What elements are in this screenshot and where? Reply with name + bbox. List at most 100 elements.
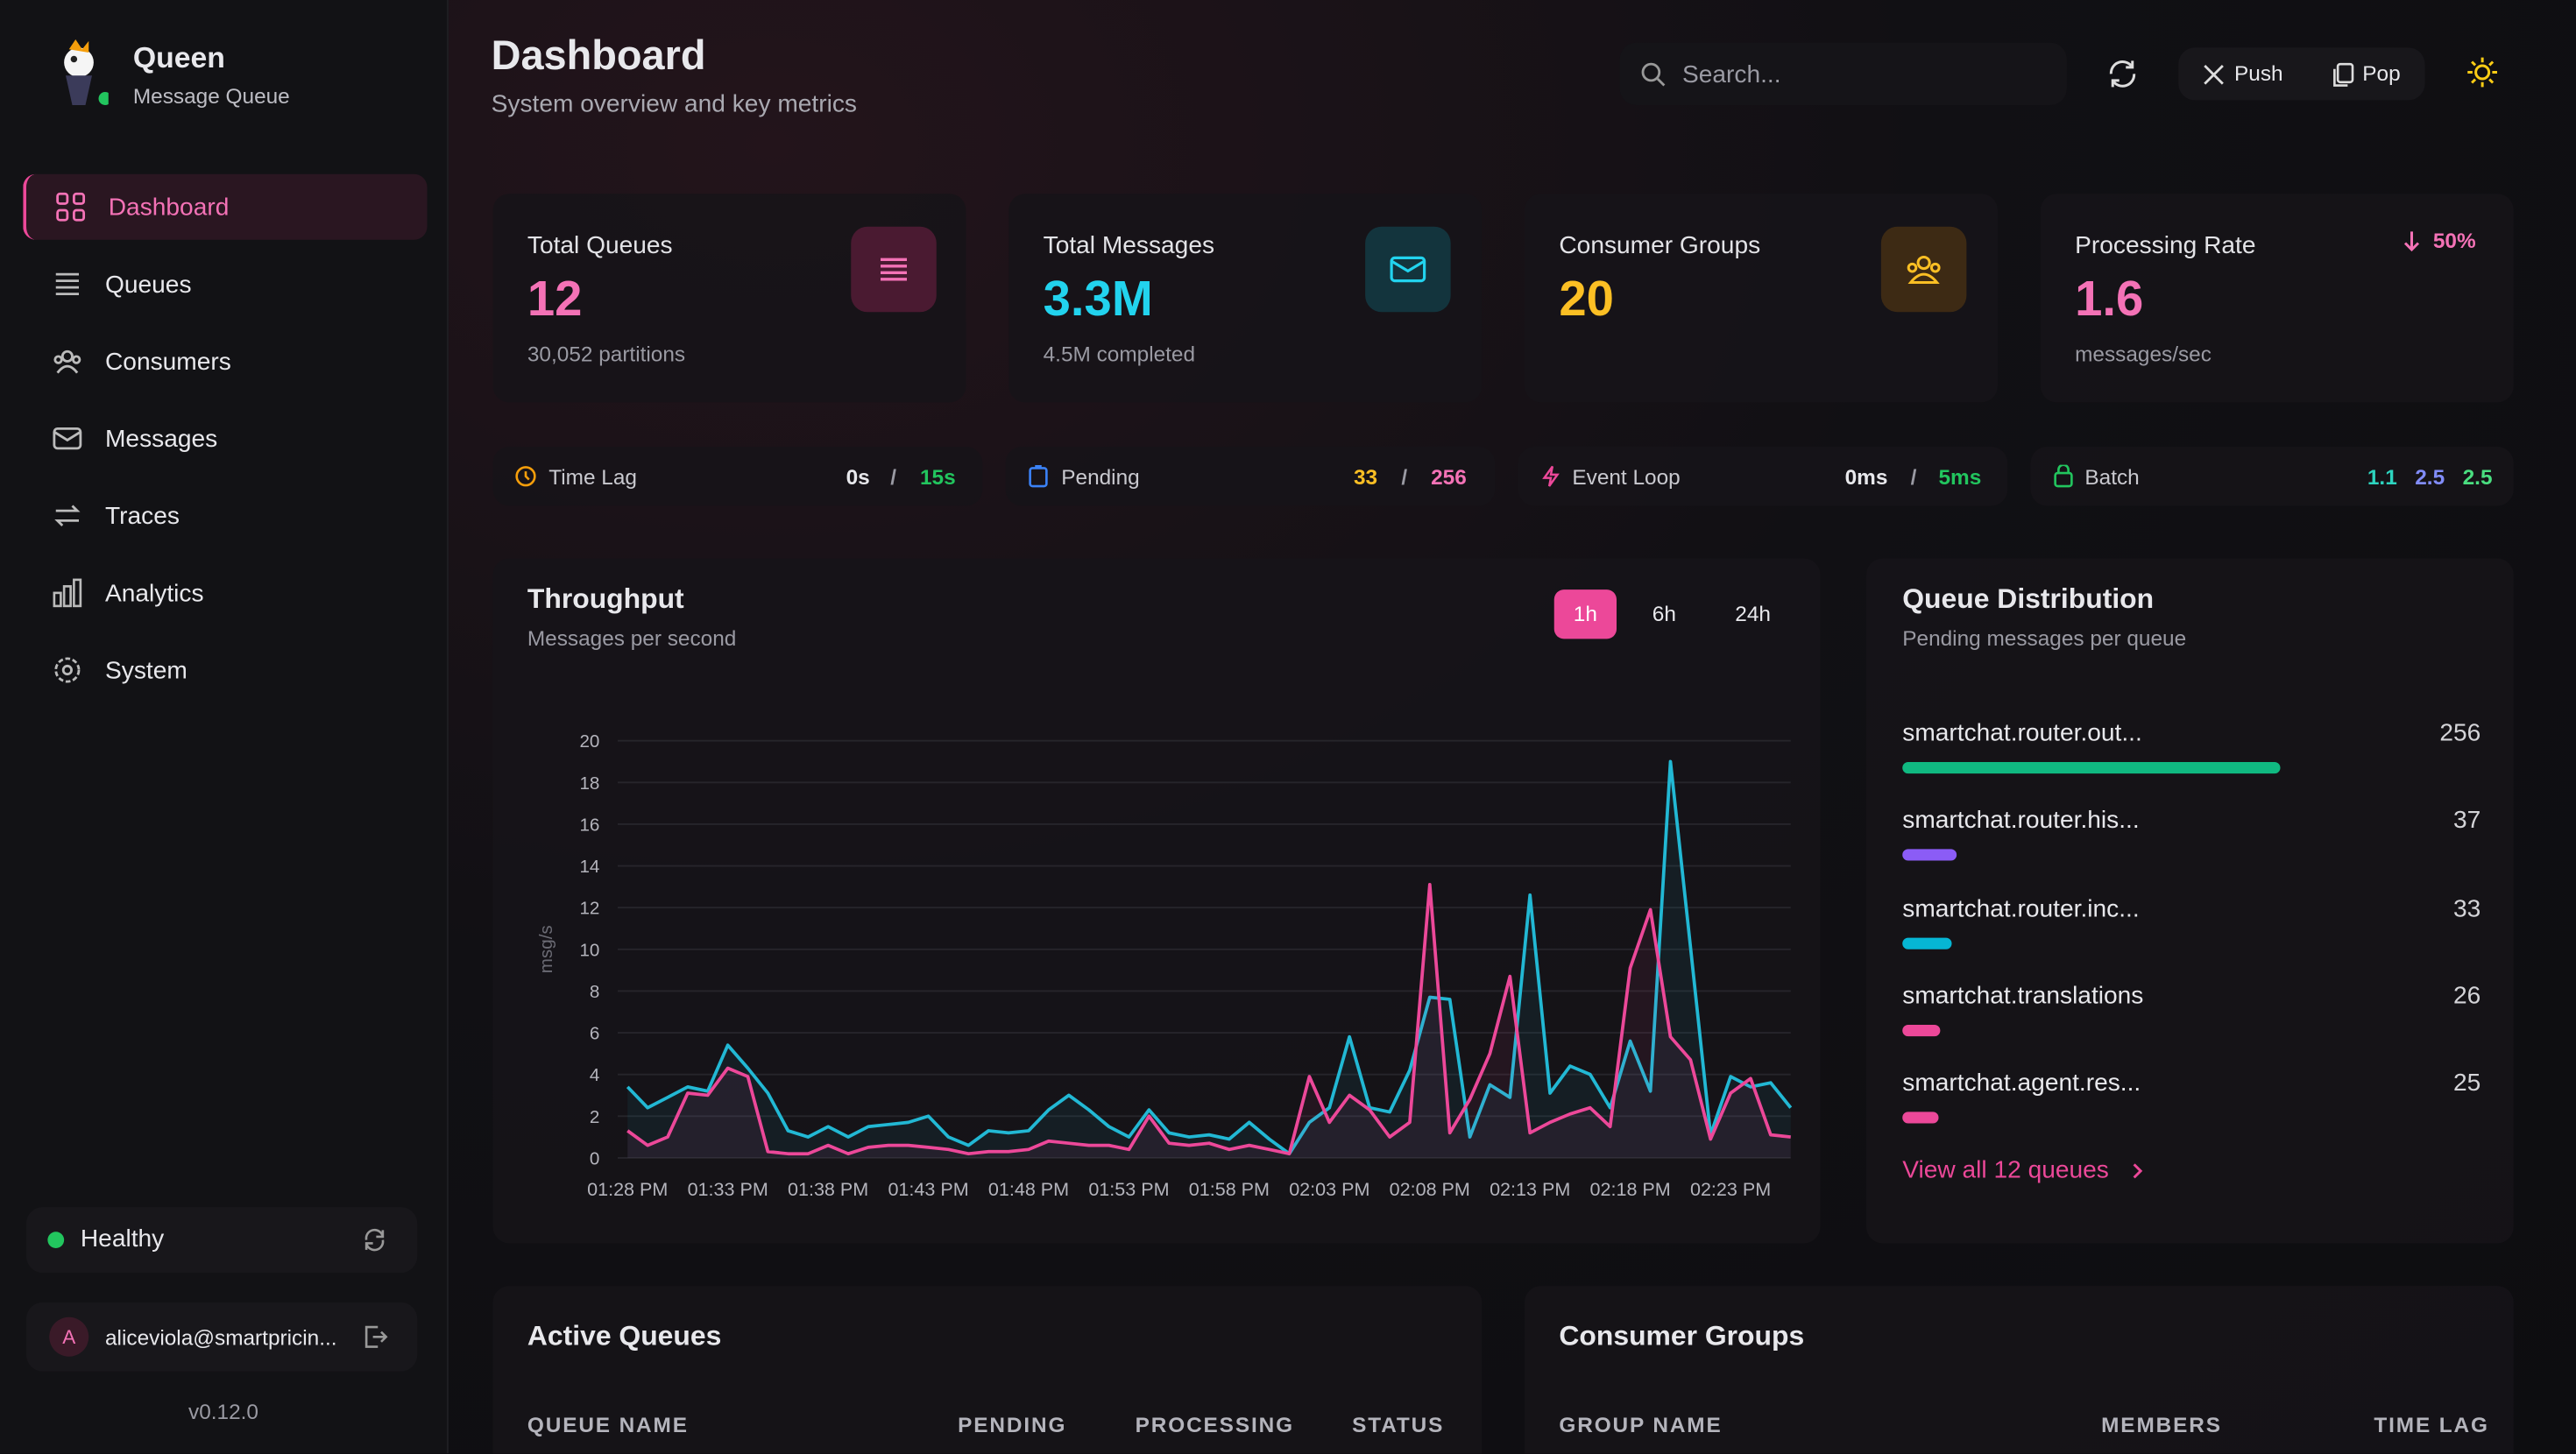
queue-count: 33 bbox=[2452, 894, 2481, 922]
nav-label: Analytics bbox=[105, 578, 204, 607]
metric-value: 2.5 bbox=[2462, 464, 2493, 490]
column-header: QUEUE NAME bbox=[527, 1412, 689, 1437]
nav-label: Queues bbox=[105, 270, 192, 299]
nav-label: Traces bbox=[105, 501, 180, 530]
logo bbox=[64, 39, 109, 105]
metric-value: 2.5 bbox=[2415, 464, 2445, 490]
x-tick-label: 01:33 PM bbox=[688, 1178, 768, 1200]
nav-icon bbox=[54, 657, 81, 683]
nav-item[interactable]: Messages bbox=[23, 406, 424, 471]
range-button[interactable]: 24h bbox=[1735, 601, 1771, 626]
sidebar: Queen Message Queue Dashboard Queues Con… bbox=[0, 0, 449, 1454]
metric-label: Event Loop bbox=[1572, 464, 1681, 490]
metric-separator: / bbox=[1401, 464, 1408, 490]
metric: Batch 1.1 2.5 2.5 bbox=[2030, 447, 2514, 506]
y-tick-label: 8 bbox=[590, 982, 599, 1002]
metric-label: Pending bbox=[1061, 464, 1140, 490]
column-header: STATUS bbox=[1352, 1412, 1445, 1437]
stat-card: Processing Rate 1.6 messages/sec 50% bbox=[2040, 194, 2514, 403]
metric: Event Loop 0ms / 5ms bbox=[1518, 447, 2008, 506]
health-dot bbox=[47, 1232, 65, 1248]
stat-label: Total Messages bbox=[1043, 231, 1215, 260]
distribution-list: smartchat.router.out... 256 smartchat.rout… bbox=[1866, 559, 2514, 1244]
y-axis-label: msg/s bbox=[536, 925, 556, 973]
stat-note: 4.5M completed bbox=[1043, 342, 1196, 367]
nav-item[interactable]: Queues bbox=[23, 251, 424, 317]
chevron bbox=[2133, 1163, 2143, 1179]
queue-bar bbox=[1902, 849, 1957, 862]
distribution-subtitle: Pending messages per queue bbox=[1902, 625, 2187, 651]
y-tick-label: 14 bbox=[579, 857, 599, 877]
stat-value: 12 bbox=[527, 272, 583, 328]
queue-name: smartchat.router.his... bbox=[1902, 807, 2140, 836]
x-tick-label: 01:58 PM bbox=[1189, 1178, 1270, 1200]
view-all-link[interactable]: View all 12 queues bbox=[1902, 1156, 2109, 1184]
nav-item[interactable]: Dashboard bbox=[23, 173, 428, 240]
x-tick-label: 01:53 PM bbox=[1088, 1178, 1169, 1200]
y-tick-label: 18 bbox=[579, 773, 599, 794]
version: v0.12.0 bbox=[188, 1399, 258, 1424]
stat-icon bbox=[1880, 226, 1967, 313]
range-button[interactable]: 6h bbox=[1652, 601, 1676, 626]
metric-value: 256 bbox=[1431, 464, 1467, 490]
queue-bar bbox=[1902, 1112, 1940, 1124]
chart-title: Throughput bbox=[527, 582, 684, 615]
range-button[interactable]: 1h bbox=[1553, 589, 1617, 639]
refresh-button[interactable] bbox=[2106, 58, 2140, 91]
stat-icon bbox=[851, 226, 937, 313]
logout-icon[interactable] bbox=[362, 1323, 388, 1350]
stat-value: 1.6 bbox=[2075, 272, 2144, 328]
nav-label: Dashboard bbox=[108, 193, 230, 222]
nav-icon bbox=[54, 505, 81, 526]
consumer-groups-card: Consumer Groups GROUP NAME MEMBERS TIME … bbox=[1525, 1286, 2514, 1454]
queue-count: 256 bbox=[2439, 719, 2481, 748]
queue-name: smartchat.router.inc... bbox=[1902, 894, 2140, 922]
metric-value: 15s bbox=[920, 464, 956, 490]
avatar: A bbox=[49, 1316, 89, 1357]
search-box[interactable]: Search... bbox=[1619, 42, 2067, 105]
queue-bar bbox=[1902, 762, 2281, 774]
column-header: MEMBERS bbox=[2101, 1412, 2222, 1437]
queue-count: 37 bbox=[2452, 807, 2481, 836]
series-area bbox=[627, 884, 1791, 1158]
metric-value: 33 bbox=[1354, 464, 1378, 490]
action-group: Push Pop bbox=[2178, 47, 2425, 101]
x-tick-label: 02:08 PM bbox=[1390, 1178, 1470, 1200]
x-tick-label: 01:48 PM bbox=[988, 1178, 1069, 1200]
nav-item[interactable]: Traces bbox=[23, 483, 424, 548]
nav-item[interactable]: Consumers bbox=[23, 328, 424, 394]
metric-separator: / bbox=[1910, 464, 1917, 490]
stat-note: 30,052 partitions bbox=[527, 342, 686, 367]
column-header: GROUP NAME bbox=[1559, 1412, 1723, 1437]
nav-label: System bbox=[105, 656, 188, 684]
x-tick-label: 01:28 PM bbox=[587, 1178, 668, 1200]
x-tick-label: 02:13 PM bbox=[1490, 1178, 1570, 1200]
metric-separator: / bbox=[890, 464, 897, 490]
active-queues-card: Active Queues QUEUE NAME PENDING PROCESS… bbox=[492, 1286, 1483, 1454]
y-tick-label: 16 bbox=[579, 815, 599, 835]
stat-label: Consumer Groups bbox=[1559, 231, 1761, 260]
refresh-icon[interactable] bbox=[362, 1227, 388, 1253]
nav-item[interactable]: System bbox=[23, 638, 424, 703]
stat-change: 50% bbox=[2432, 228, 2476, 253]
stat-label: Total Queues bbox=[527, 231, 673, 260]
nav-icon bbox=[55, 272, 79, 296]
metric-label: Batch bbox=[2084, 464, 2140, 490]
column-header: TIME LAG bbox=[2374, 1412, 2489, 1437]
brand: Queen bbox=[132, 40, 225, 74]
user-email: aliceviola@smartpricin... bbox=[105, 1325, 337, 1351]
queue-bar bbox=[1902, 936, 1951, 949]
x-tick-label: 02:03 PM bbox=[1289, 1178, 1369, 1200]
push-button[interactable]: Push bbox=[2234, 60, 2283, 86]
theme-toggle[interactable] bbox=[2466, 56, 2499, 89]
user-box: A aliceviola@smartpricin... bbox=[26, 1302, 418, 1372]
nav-icon bbox=[53, 578, 82, 608]
pop-button[interactable]: Pop bbox=[2362, 60, 2401, 86]
column-header: PENDING bbox=[958, 1412, 1067, 1437]
column-header: PROCESSING bbox=[1135, 1412, 1294, 1437]
x-tick-label: 01:43 PM bbox=[888, 1178, 968, 1200]
x-tick-label: 02:23 PM bbox=[1690, 1178, 1771, 1200]
nav-item[interactable]: Analytics bbox=[23, 560, 424, 625]
